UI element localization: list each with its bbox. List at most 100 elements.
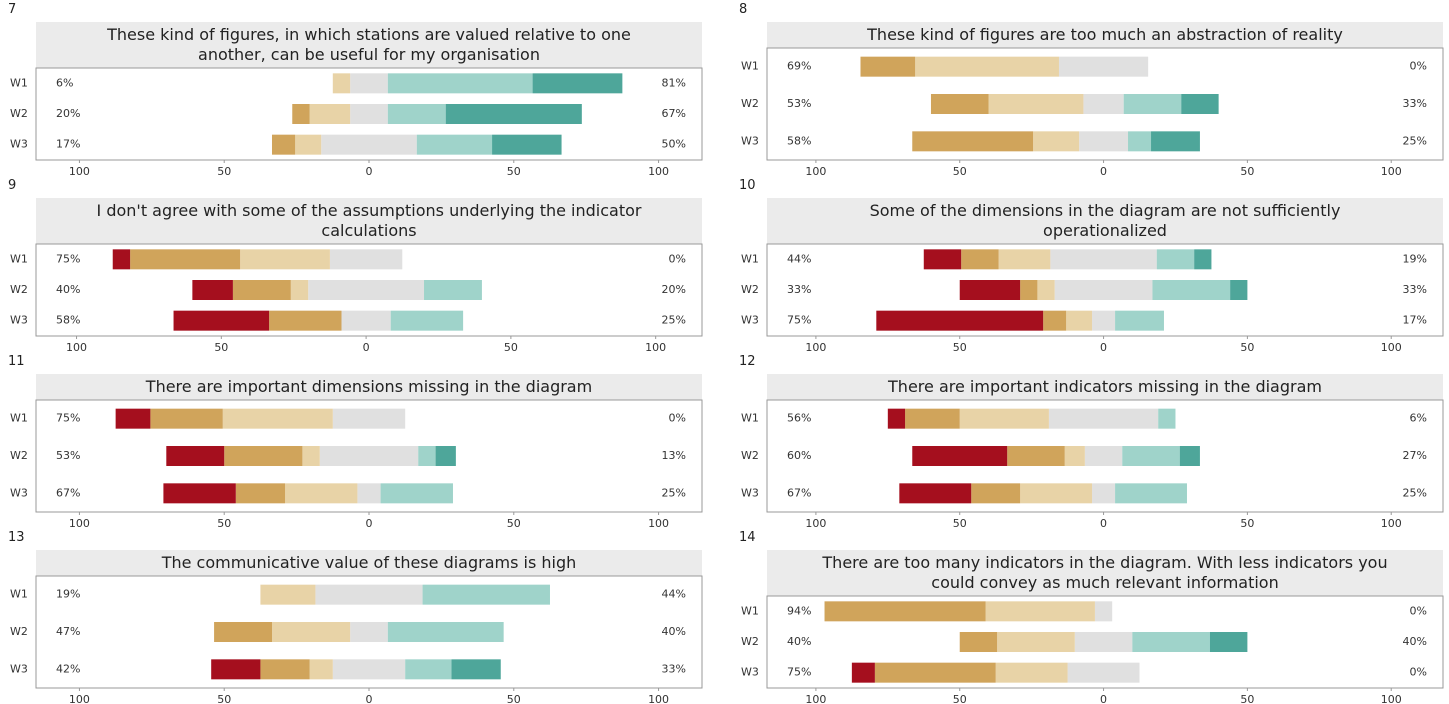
bar-segment: [445, 104, 582, 124]
bar-segment: [1094, 601, 1113, 622]
row-label: W1: [10, 76, 28, 89]
right-percent: 25%: [1403, 486, 1427, 499]
plot: 100 50 0 50 100 W1 69% 0% W2 53% 33% W3 58% 25%: [741, 47, 1444, 178]
bar-segment: [424, 280, 482, 300]
row-label: W1: [741, 604, 759, 617]
left-percent: 75%: [787, 314, 811, 327]
panel-number: 10: [739, 178, 756, 193]
left-percent: 60%: [787, 449, 811, 462]
panel-number: 7: [8, 2, 17, 17]
x-tick-label: 100: [66, 341, 87, 354]
right-percent: 0%: [1410, 60, 1427, 73]
x-tick-label: 50: [507, 517, 521, 530]
row-label: W3: [10, 314, 28, 327]
bar-segment: [1115, 483, 1187, 504]
x-tick-label: 100: [1381, 517, 1402, 530]
x-tick-label: 50: [217, 693, 231, 704]
row-label: W2: [10, 107, 28, 120]
panel: 11 There are important dimensions missing…: [2, 352, 703, 530]
plot: 100 50 0 50 100 W1 44% 19% W2 33% 33% W3 75% 17%: [741, 243, 1444, 354]
bar-segment: [1048, 408, 1159, 429]
bar-segment: [1152, 280, 1231, 300]
bar-segment: [308, 280, 425, 300]
x-tick-label: 50: [1240, 341, 1254, 354]
right-percent: 33%: [1403, 283, 1427, 296]
x-tick-label: 100: [648, 517, 669, 530]
x-tick-label: 50: [953, 693, 967, 704]
row-label: W2: [741, 97, 759, 110]
right-percent: 67%: [662, 107, 686, 120]
panel-title: Some of the dimensions in the diagram ar…: [767, 198, 1443, 244]
bar-segment: [1033, 131, 1080, 152]
right-percent: 0%: [669, 252, 686, 265]
panel: 7 These kind of figures, in which station…: [2, 0, 703, 178]
bar-segment: [532, 73, 623, 94]
bar-segment: [319, 446, 419, 466]
bar-segment: [130, 249, 241, 270]
bar-segment: [309, 659, 333, 680]
bar-segment: [1209, 632, 1248, 652]
x-tick-label: 100: [805, 693, 826, 704]
row-label: W1: [10, 412, 28, 425]
bar-segment: [887, 408, 906, 429]
panel-title: There are too many indicators in the dia…: [767, 550, 1443, 596]
x-tick-label: 100: [69, 517, 90, 530]
bar-segment: [292, 104, 310, 124]
left-percent: 67%: [787, 486, 811, 499]
panel-number: 11: [8, 354, 25, 369]
bar-segment: [959, 408, 1049, 429]
row-label: W3: [10, 486, 28, 499]
bar-segment: [998, 249, 1051, 270]
bar-segment: [1074, 632, 1133, 652]
right-percent: 25%: [662, 486, 686, 499]
bar-segment: [329, 249, 403, 270]
bar-segment: [1054, 280, 1153, 300]
bar-segment: [173, 310, 270, 331]
bar-segment: [912, 446, 1008, 466]
bar-segment: [166, 446, 225, 466]
bar-segment: [240, 249, 330, 270]
bar-segment: [874, 662, 996, 683]
x-tick-label: 0: [1100, 517, 1107, 530]
bar-segment: [295, 134, 322, 155]
x-tick-label: 0: [1100, 165, 1107, 178]
panel: 9 I don't agree with some of the assumpti…: [2, 176, 703, 354]
bar-segment: [492, 134, 562, 155]
panel-title: These kind of figures, in which stations…: [36, 22, 702, 68]
bar-segment: [390, 310, 464, 331]
left-percent: 53%: [787, 97, 811, 110]
x-tick-label: 0: [363, 341, 370, 354]
row-label: W1: [741, 60, 759, 73]
bar-segment: [860, 56, 916, 77]
x-tick-label: 50: [1240, 517, 1254, 530]
bar-segment: [1037, 280, 1055, 300]
bar-segment: [1020, 280, 1038, 300]
bar-segment: [1092, 310, 1116, 331]
bar-segment: [387, 73, 533, 94]
panel-title: These kind of figures are too much an ab…: [767, 22, 1443, 48]
bar-segment: [315, 584, 423, 605]
bar-segment: [341, 310, 391, 331]
x-tick-label: 100: [645, 341, 666, 354]
bar-segment: [163, 483, 236, 504]
bar-segment: [915, 56, 1059, 77]
bar-segment: [224, 446, 303, 466]
bar-segment: [285, 483, 358, 504]
bar-segment: [387, 104, 446, 124]
x-tick-label: 100: [648, 165, 669, 178]
bar-segment: [260, 584, 316, 605]
bar-segment: [350, 73, 388, 94]
bar-segment: [1083, 94, 1124, 114]
right-percent: 27%: [1403, 449, 1427, 462]
panel: 10 Some of the dimensions in the diagram …: [733, 176, 1444, 354]
row-label: W3: [741, 486, 759, 499]
right-percent: 44%: [662, 588, 686, 601]
bar-segment: [1020, 483, 1093, 504]
x-tick-label: 100: [69, 693, 90, 704]
right-percent: 19%: [1403, 252, 1427, 265]
left-percent: 94%: [787, 604, 811, 617]
bar-segment: [912, 131, 1034, 152]
left-percent: 19%: [56, 588, 80, 601]
panel: 12 There are important indicators missing…: [733, 352, 1444, 530]
row-label: W1: [10, 252, 28, 265]
